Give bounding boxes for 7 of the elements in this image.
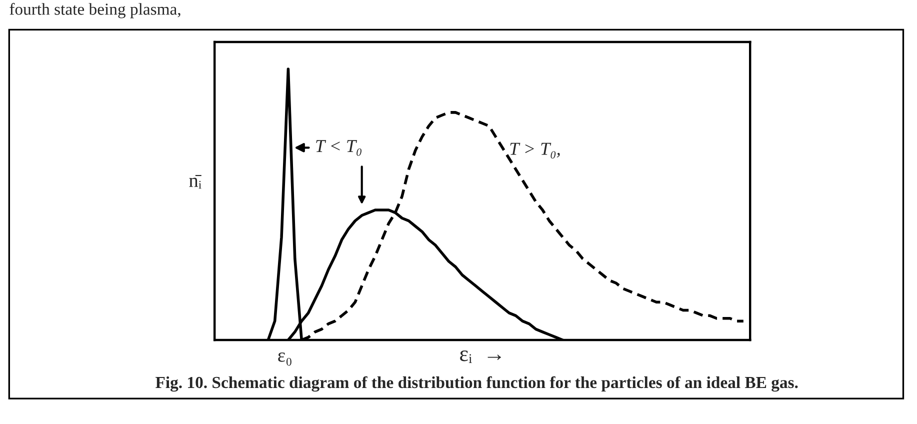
text: ε₀ [278, 352, 292, 366]
text: fourth state being plasma, [10, 2, 180, 18]
x-axis-title: εᵢ → [460, 350, 501, 363]
annotation: T < T₀ [316, 140, 362, 156]
y-axis-title: n̄ᵢ [189, 175, 202, 189]
annotation: T > T₀, [510, 142, 560, 159]
text: Fig. 10. Schematic diagram of the distribution function for the particles of an ideal BE gas. [156, 376, 798, 392]
